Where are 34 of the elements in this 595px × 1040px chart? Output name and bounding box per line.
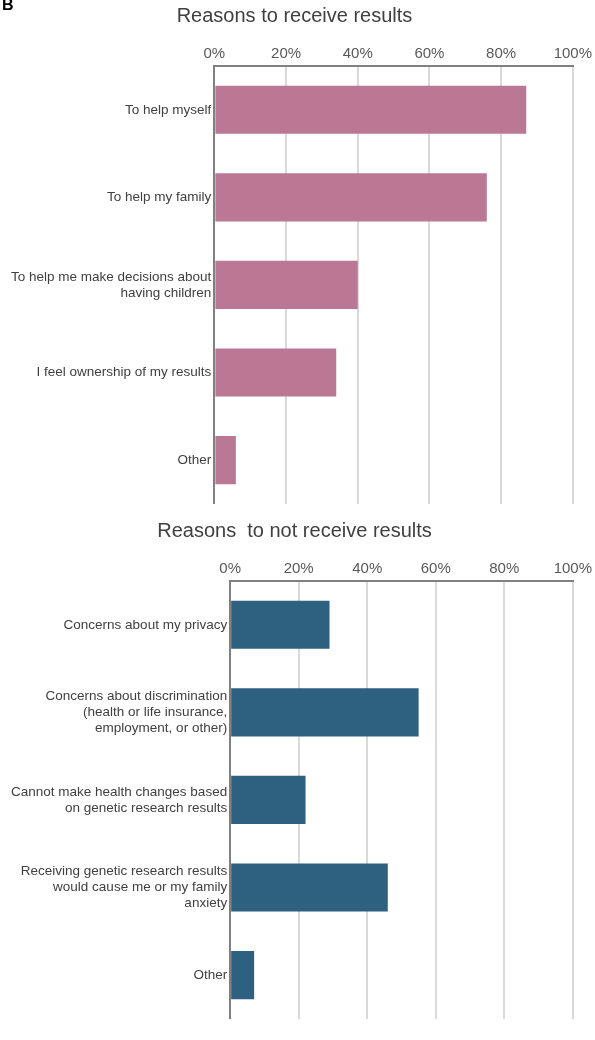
bar	[215, 348, 337, 397]
bar	[231, 688, 419, 737]
bar	[215, 85, 527, 134]
bar	[215, 260, 358, 310]
y-tick-label: Receiving genetic research results would cause me or my family anxiety	[20, 863, 228, 911]
chart-title: Reasons to not receive results	[157, 518, 432, 541]
x-tick-label: 80%	[489, 559, 520, 577]
y-tick-label: To help myself	[125, 101, 212, 117]
y-tick-label: I feel ownership of my results	[36, 364, 212, 380]
x-tick-label: 0%	[219, 559, 241, 577]
y-tick-label: Other	[193, 966, 228, 982]
bar	[215, 173, 487, 222]
bar	[231, 600, 330, 649]
x-tick-label: 20%	[283, 559, 314, 577]
bar	[215, 436, 236, 485]
y-tick-label: To help my family	[107, 189, 212, 205]
bar	[231, 863, 388, 912]
x-tick-label: 80%	[486, 44, 517, 62]
x-tick-label: 100%	[553, 44, 593, 62]
y-tick-label: Other	[177, 451, 212, 467]
bar	[231, 951, 255, 1000]
x-tick-label: 60%	[414, 44, 445, 62]
x-tick-label: 20%	[271, 44, 302, 62]
x-tick-label: 40%	[352, 559, 383, 577]
chart-title: Reasons to receive results	[176, 3, 413, 26]
x-tick-label: 60%	[420, 559, 451, 577]
bar	[231, 775, 306, 825]
y-tick-label: Concerns about discrimination (health or life insurance, employment, or other)	[45, 687, 228, 736]
y-tick-label: Cannot make health changes based on genetic research results	[11, 783, 228, 815]
x-tick-label: 40%	[342, 44, 373, 62]
x-tick-label: 0%	[203, 44, 226, 62]
x-tick-label: 100%	[553, 559, 593, 577]
y-tick-label: Concerns about my privacy	[63, 616, 228, 632]
y-tick-label: To help me make decisions about having children	[10, 268, 212, 300]
